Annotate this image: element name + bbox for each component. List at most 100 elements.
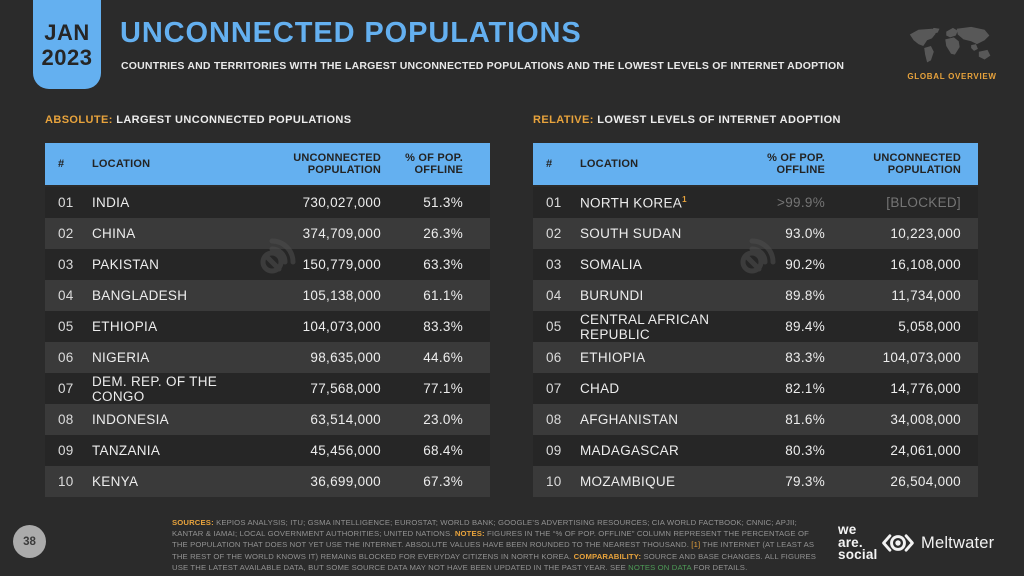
section-label-prefix: ABSOLUTE: — [45, 114, 113, 126]
table-row: 03 SOMALIA 90.2% 16,108,000 — [533, 249, 978, 280]
rank-cell: 10 — [58, 474, 74, 489]
table-row: 10 MOZAMBIQUE 79.3% 26,504,000 — [533, 466, 978, 497]
rank-cell: 05 — [58, 319, 74, 334]
meltwater-logo: Meltwater — [880, 533, 994, 553]
value-cell: 81.6% — [785, 412, 825, 427]
value-cell: 68.4% — [423, 443, 463, 458]
header-pct-offline: % OF POP. OFFLINE — [405, 151, 463, 177]
date-badge: JAN 2023 — [33, 0, 101, 89]
location-cell: DEM. REP. OF THE CONGO — [92, 373, 218, 404]
value-cell: 36,699,000 — [310, 474, 381, 489]
section-label-text: LOWEST LEVELS OF INTERNET ADOPTION — [593, 114, 841, 126]
value-cell: 61.1% — [423, 288, 463, 303]
comparability-label: COMPARABILITY: — [573, 551, 642, 561]
logo-line: are. — [838, 534, 863, 550]
page-subtitle: COUNTRIES AND TERRITORIES WITH THE LARGE… — [121, 60, 845, 72]
location-cell: INDIA — [92, 195, 130, 210]
value-cell: 90.2% — [785, 257, 825, 272]
table-row: 08 INDONESIA 63,514,000 23.0% — [45, 404, 490, 435]
table-header-row: # LOCATION UNCONNECTED POPULATION % OF P… — [45, 143, 490, 185]
location-cell: PAKISTAN — [92, 257, 160, 272]
table-body: 01 NORTH KOREA1 >99.9% [BLOCKED] 02 SOUT… — [533, 187, 978, 497]
value-cell: 24,061,000 — [890, 443, 961, 458]
section-label-relative: RELATIVE: LOWEST LEVELS OF INTERNET ADOP… — [533, 114, 841, 126]
table-row: 09 MADAGASCAR 80.3% 24,061,000 — [533, 435, 978, 466]
value-cell: 26,504,000 — [890, 474, 961, 489]
value-cell: 45,456,000 — [310, 443, 381, 458]
rank-cell: 07 — [546, 381, 562, 396]
value-cell: 44.6% — [423, 350, 463, 365]
header-pct-offline: % OF POP. OFFLINE — [767, 151, 825, 177]
page-title: UNCONNECTED POPULATIONS — [120, 17, 582, 49]
table-row: 05 CENTRAL AFRICAN REPUBLIC 89.4% 5,058,… — [533, 311, 978, 342]
meltwater-wordmark: Meltwater — [921, 533, 995, 552]
value-cell: 14,776,000 — [890, 381, 961, 396]
value-cell: 89.8% — [785, 288, 825, 303]
location-cell: CHAD — [580, 381, 620, 396]
value-cell: 63.3% — [423, 257, 463, 272]
meltwater-eye-icon — [882, 534, 914, 552]
rank-cell: 01 — [58, 195, 74, 210]
table-row: 03 PAKISTAN 150,779,000 63.3% — [45, 249, 490, 280]
notes-text-continued: THE INTERNET (AT LEAST AS THE REST OF TH… — [172, 540, 815, 561]
table-row: 04 BURUNDI 89.8% 11,734,000 — [533, 280, 978, 311]
value-cell: 77,568,000 — [310, 381, 381, 396]
logo-line: we — [838, 522, 857, 537]
value-cell: 93.0% — [785, 226, 825, 241]
value-cell: 26.3% — [423, 226, 463, 241]
location-cell: MADAGASCAR — [580, 443, 680, 458]
location-cell: AFGHANISTAN — [580, 412, 679, 427]
rank-cell: 08 — [546, 412, 562, 427]
table-row: 07 DEM. REP. OF THE CONGO 77,568,000 77.… — [45, 373, 490, 404]
rank-cell: 05 — [546, 319, 562, 334]
table-row: 04 BANGLADESH 105,138,000 61.1% — [45, 280, 490, 311]
value-cell: 105,138,000 — [302, 288, 381, 303]
table-row: 01 NORTH KOREA1 >99.9% [BLOCKED] — [533, 187, 978, 218]
header-location: LOCATION — [580, 157, 639, 170]
value-cell: 104,073,000 — [882, 350, 961, 365]
logo-line: social — [838, 547, 878, 562]
section-label-prefix: RELATIVE: — [533, 114, 594, 126]
value-cell: 80.3% — [785, 443, 825, 458]
footer-notes: SOURCES: KEPIOS ANALYSIS; ITU; GSMA INTE… — [172, 517, 820, 573]
value-cell: 730,027,000 — [302, 195, 381, 210]
notes-text: FIGURES IN THE “% OF POP. OFFLINE” COLUM… — [172, 529, 809, 550]
value-cell: 83.3% — [423, 319, 463, 334]
sources-label: SOURCES: — [172, 518, 214, 527]
location-cell: ETHIOPIA — [92, 319, 158, 334]
value-cell: >99.9% — [777, 195, 825, 210]
value-cell: 104,073,000 — [302, 319, 381, 334]
value-cell: 16,108,000 — [890, 257, 961, 272]
value-cell: 23.0% — [423, 412, 463, 427]
rank-cell: 07 — [58, 381, 74, 396]
value-cell: 83.3% — [785, 350, 825, 365]
value-cell: 89.4% — [785, 319, 825, 334]
table-body: 01 INDIA 730,027,000 51.3% 02 CHINA 374,… — [45, 187, 490, 497]
section-label-text: LARGEST UNCONNECTED POPULATIONS — [112, 114, 352, 126]
rank-cell: 09 — [546, 443, 562, 458]
table-header-row: # LOCATION % OF POP. OFFLINE UNCONNECTED… — [533, 143, 978, 185]
table-row: 02 CHINA 374,709,000 26.3% — [45, 218, 490, 249]
value-cell: 34,008,000 — [890, 412, 961, 427]
header-rank: # — [546, 157, 553, 170]
global-overview-label: GLOBAL OVERVIEW — [907, 72, 997, 81]
sources-text: KEPIOS ANALYSIS; ITU; GSMA INTELLIGENCE;… — [172, 518, 797, 539]
table-row: 09 TANZANIA 45,456,000 68.4% — [45, 435, 490, 466]
table-row: 01 INDIA 730,027,000 51.3% — [45, 187, 490, 218]
location-cell: CHINA — [92, 226, 136, 241]
table-row: 06 ETHIOPIA 83.3% 104,073,000 — [533, 342, 978, 373]
location-cell: CENTRAL AFRICAN REPUBLIC — [580, 311, 710, 342]
rank-cell: 03 — [58, 257, 74, 272]
value-cell: 51.3% — [423, 195, 463, 210]
footnote-ref: [1] — [691, 540, 701, 550]
value-cell: 5,058,000 — [898, 319, 961, 334]
location-text: NORTH KOREA — [580, 195, 683, 211]
header-location: LOCATION — [92, 157, 151, 170]
rank-cell: 04 — [58, 288, 74, 303]
table-row: 07 CHAD 82.1% 14,776,000 — [533, 373, 978, 404]
notes-label: NOTES: — [454, 529, 485, 539]
header-unconnected-population: UNCONNECTED POPULATION — [293, 151, 381, 177]
location-cell: TANZANIA — [92, 443, 161, 458]
notes-on-data-link[interactable]: NOTES ON DATA — [628, 562, 692, 572]
value-cell: 150,779,000 — [302, 257, 381, 272]
